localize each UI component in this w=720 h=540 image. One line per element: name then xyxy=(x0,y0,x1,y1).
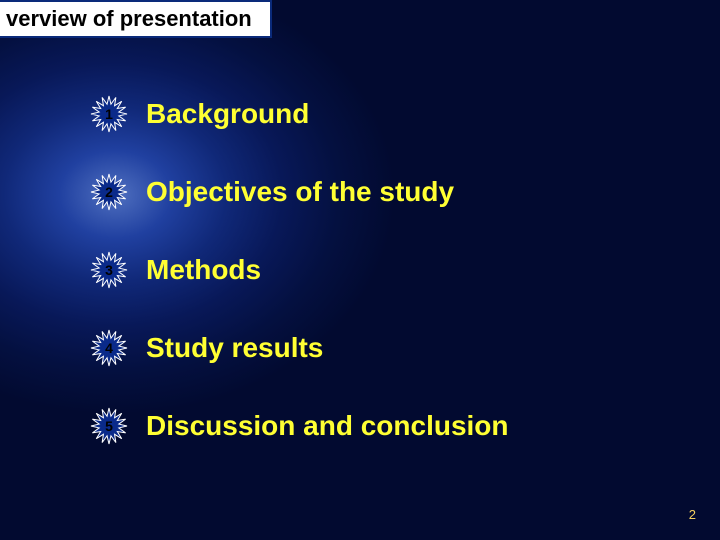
agenda-item: 2 Objectives of the study xyxy=(90,173,650,211)
agenda-list: 1 Background 2 Objectives of the study 3 Meth… xyxy=(90,95,650,485)
agenda-item: 5 Discussion and conclusion xyxy=(90,407,650,445)
star-bullet-icon: 3 xyxy=(90,251,128,289)
star-bullet-number: 1 xyxy=(90,95,128,133)
agenda-item-label: Objectives of the study xyxy=(146,176,454,208)
star-bullet-number: 3 xyxy=(90,251,128,289)
star-bullet-icon: 4 xyxy=(90,329,128,367)
slide-title-box: verview of presentation xyxy=(0,0,272,38)
agenda-item: 3 Methods xyxy=(90,251,650,289)
star-bullet-number: 2 xyxy=(90,173,128,211)
star-bullet-icon: 2 xyxy=(90,173,128,211)
agenda-item-label: Background xyxy=(146,98,309,130)
agenda-item-label: Study results xyxy=(146,332,323,364)
agenda-item: 4 Study results xyxy=(90,329,650,367)
agenda-item-label: Methods xyxy=(146,254,261,286)
agenda-item-label: Discussion and conclusion xyxy=(146,410,509,442)
star-bullet-icon: 5 xyxy=(90,407,128,445)
page-number: 2 xyxy=(689,507,696,522)
star-bullet-number: 5 xyxy=(90,407,128,445)
slide: verview of presentation 1 Background 2 Obje… xyxy=(0,0,720,540)
agenda-item: 1 Background xyxy=(90,95,650,133)
star-bullet-icon: 1 xyxy=(90,95,128,133)
star-bullet-number: 4 xyxy=(90,329,128,367)
